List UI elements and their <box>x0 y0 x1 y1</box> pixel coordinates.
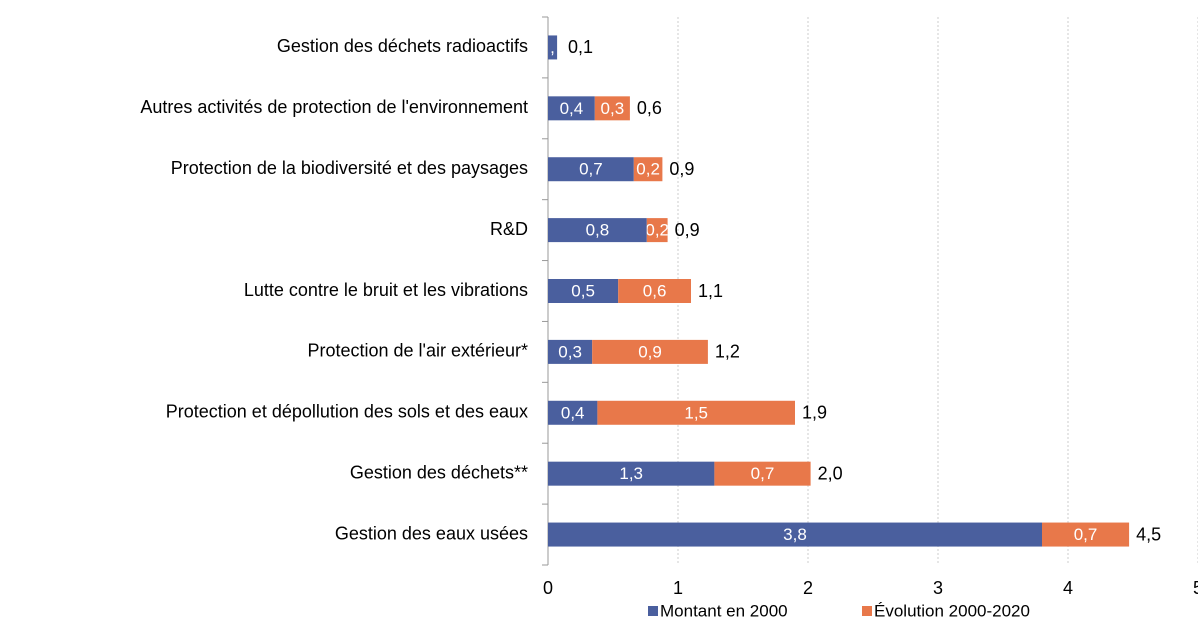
bar <box>646 218 668 243</box>
bar <box>714 461 811 486</box>
bar <box>548 400 598 425</box>
value-label: 0,4 <box>560 99 584 118</box>
bar <box>548 522 1042 547</box>
y-tick-label: Protection de la biodiversité et des pay… <box>171 158 528 178</box>
y-tick-label: Protection et dépollution des sols et de… <box>166 402 528 422</box>
total-label: 1,2 <box>715 342 740 362</box>
legend-label: Montant en 2000 <box>660 601 788 620</box>
value-label: 0,4 <box>561 403 585 422</box>
total-label: 0,9 <box>675 220 700 240</box>
total-label: 1,1 <box>698 281 723 301</box>
value-label: 0,5 <box>571 281 595 300</box>
bar <box>548 157 634 182</box>
total-label: 0,9 <box>669 159 694 179</box>
y-tick-label: Autres activités de protection de l'envi… <box>140 97 528 117</box>
value-label: 1,5 <box>684 403 708 422</box>
total-label: 1,9 <box>802 403 827 423</box>
bar <box>1042 522 1130 547</box>
total-label: 2,0 <box>818 463 843 483</box>
legend-label: Évolution 2000-2020 <box>874 601 1030 620</box>
value-label: 0,2 <box>645 221 669 240</box>
value-label: 0,9 <box>638 342 662 361</box>
value-label: 1,3 <box>619 464 643 483</box>
x-tick-label: 3 <box>933 578 943 598</box>
bar <box>594 96 630 121</box>
value-label: 0,7 <box>1074 525 1098 544</box>
bar <box>548 218 647 243</box>
value-label: , <box>550 38 555 57</box>
value-label: 0,6 <box>643 281 667 300</box>
bar <box>548 279 619 303</box>
y-tick-label: Gestion des eaux usées <box>335 523 528 543</box>
value-label: 0,3 <box>601 99 625 118</box>
x-tick-label: 4 <box>1063 578 1073 598</box>
y-tick-label: Lutte contre le bruit et les vibrations <box>244 280 528 300</box>
legend-swatch <box>862 606 872 616</box>
total-label: 0,1 <box>568 37 593 57</box>
x-tick-label: 5 <box>1193 578 1198 598</box>
bar <box>548 35 558 60</box>
x-tick-label: 1 <box>673 578 683 598</box>
y-tick-label: Protection de l'air extérieur* <box>307 341 528 361</box>
legend-swatch <box>648 606 658 616</box>
value-label: 0,8 <box>586 221 610 240</box>
bar <box>548 339 593 364</box>
y-tick-label: Gestion des déchets** <box>350 462 528 482</box>
y-tick-label: Gestion des déchets radioactifs <box>277 36 528 56</box>
value-label: 0,2 <box>636 160 660 179</box>
bar <box>548 461 715 486</box>
value-label: 3,8 <box>783 525 807 544</box>
bar <box>592 339 708 364</box>
x-tick-label: 0 <box>543 578 553 598</box>
x-tick-label: 2 <box>803 578 813 598</box>
total-label: 4,5 <box>1136 524 1161 544</box>
total-label: 0,6 <box>637 98 662 118</box>
value-label: 0,3 <box>558 342 582 361</box>
bar <box>618 279 691 303</box>
bar <box>597 400 795 425</box>
value-label: 0,7 <box>579 160 603 179</box>
y-tick-label: R&D <box>490 219 528 239</box>
bar <box>633 157 663 182</box>
value-label: 0,7 <box>751 464 775 483</box>
bar <box>548 96 595 121</box>
